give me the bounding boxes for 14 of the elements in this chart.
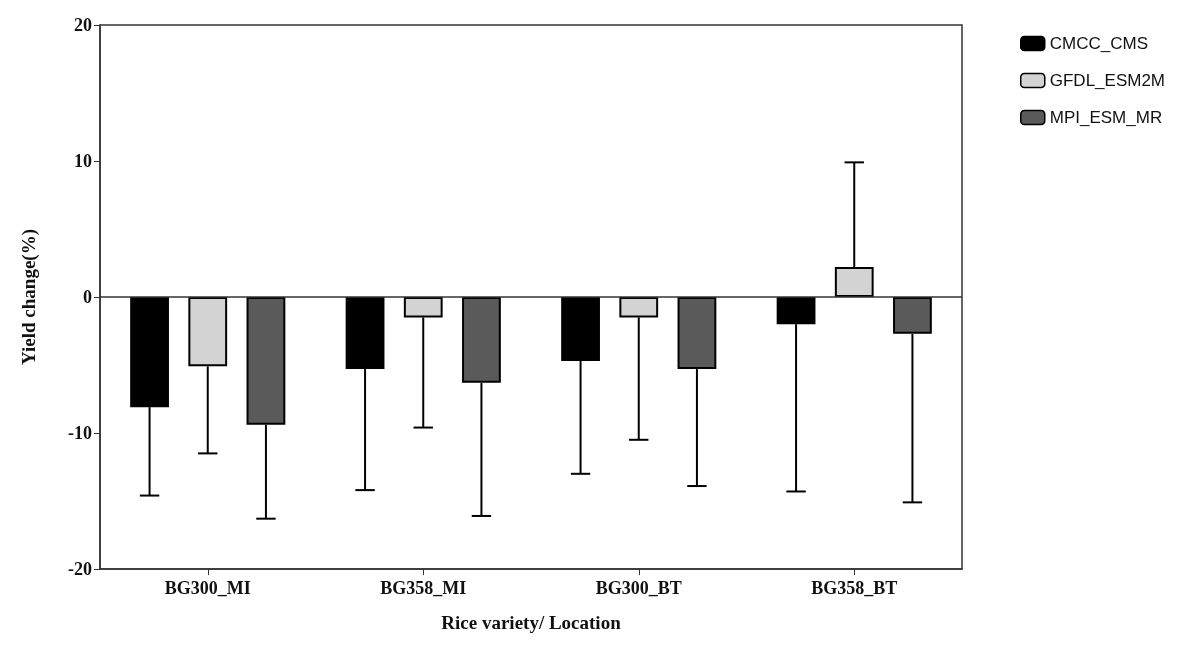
x-tick-label: BG300_MI (164, 578, 251, 598)
y-tick-label: -10 (68, 423, 92, 443)
y-tick-label: 20 (74, 15, 92, 35)
y-axis-title: Yield change(%) (18, 229, 40, 365)
y-tick-label: 10 (74, 151, 92, 171)
x-axis-title: Rice variety/ Location (441, 612, 622, 633)
x-tick-label: BG358_MI (380, 578, 467, 598)
x-tick-label: BG300_BT (595, 578, 682, 598)
y-tick-label: -20 (68, 559, 92, 579)
legend-label: GFDL_ESM2M (1049, 71, 1165, 90)
x-tick-label: BG358_BT (811, 578, 898, 598)
legend-label: MPI_ESM_MR (1049, 108, 1163, 127)
legend-label: CMCC_CMS (1049, 34, 1148, 53)
y-tick-label: 0 (83, 287, 92, 307)
